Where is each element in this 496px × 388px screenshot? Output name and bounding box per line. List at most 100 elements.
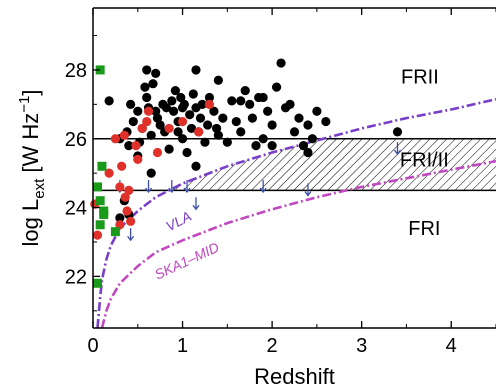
red-circle-point [137, 123, 147, 134]
y-axis-title-bracket: ] [18, 90, 43, 96]
black-circle-point [312, 106, 322, 116]
black-circle-point [303, 120, 313, 130]
arrow-head [127, 235, 135, 242]
black-circle-point [151, 106, 161, 116]
black-circle-point [146, 130, 156, 140]
x-tick-label: 0 [87, 335, 98, 357]
black-circle-point [128, 116, 138, 127]
red-circle-point [115, 182, 125, 192]
black-circle-point [303, 147, 313, 158]
black-circle-point [146, 168, 156, 178]
arrow-head [183, 187, 191, 194]
black-circle-point [182, 147, 192, 158]
black-circle-point [148, 79, 158, 89]
black-circle-point [161, 103, 172, 113]
black-circle-point [126, 99, 136, 109]
black-circle-point [267, 120, 277, 130]
x-axis-title: Redshift [254, 364, 335, 388]
region-labels: FRII FRI/II FRI [400, 67, 449, 240]
green-square-point [95, 220, 105, 230]
black-circle-point [245, 99, 255, 109]
red-circle-point [177, 116, 188, 127]
black-circle-point [191, 161, 201, 171]
black-circle-point [251, 141, 261, 151]
black-circle-point [170, 85, 180, 96]
upper-limit-arrow [393, 142, 402, 156]
region-label-fri: FRI [408, 218, 440, 240]
green-square-point [110, 227, 120, 237]
black-circle-point [188, 89, 198, 99]
y-axis-title-main: log L [18, 199, 43, 247]
arrow-head [259, 187, 267, 194]
curve-labels: VLA SKA1–MID [152, 208, 222, 283]
red-circle-point [110, 134, 120, 144]
black-circle-point [142, 65, 152, 75]
black-circle-point [191, 65, 201, 75]
black-circle-point [218, 113, 228, 123]
red-circle-point [131, 141, 141, 151]
black-circle-point [240, 85, 250, 96]
black-circle-point [392, 127, 403, 137]
black-circle-point [164, 144, 174, 154]
green-square-point [99, 206, 109, 216]
y-tick-label: 24 [65, 198, 87, 220]
green-square-point [92, 278, 102, 288]
x-tick-label: 4 [446, 335, 457, 357]
y-axis-title-subscript: ext [31, 178, 48, 199]
green-square-point [95, 196, 105, 206]
green-square-point [97, 161, 107, 171]
red-circle-point [104, 168, 114, 178]
black-circle-point [155, 120, 165, 130]
vla-curve [96, 97, 496, 328]
black-circle-point [298, 141, 309, 151]
black-circle-point [167, 96, 177, 106]
y-tick-label: 28 [65, 60, 87, 82]
black-circle-point [186, 123, 197, 134]
green-square-point [95, 65, 105, 75]
black-circle-point [258, 92, 268, 103]
red-circle-point [133, 154, 143, 164]
ska1-mid-curve-label: SKA1–MID [152, 239, 222, 283]
black-circle-point [263, 106, 273, 116]
sensitivity-curves [96, 97, 496, 328]
black-circle-point [231, 116, 241, 127]
black-circle-point [236, 127, 246, 137]
y-tick-label: 26 [65, 129, 87, 151]
black-circle-point [271, 82, 282, 92]
black-circle-point [236, 96, 246, 106]
red-circle-point [142, 116, 152, 127]
red-circle-point [120, 192, 130, 202]
black-circle-point [321, 116, 331, 127]
y-axis-title: log Lext [W Hz−1] [16, 90, 48, 247]
black-circle-point [213, 75, 223, 85]
black-circle-point [203, 120, 213, 130]
arrow-head [168, 187, 176, 194]
ska1-mid-curve [100, 159, 496, 328]
green-square-point [92, 182, 102, 192]
red-circle-point [152, 147, 163, 158]
black-circle-point [177, 103, 188, 113]
black-circle-point [140, 82, 150, 92]
region-label-frii: FRII [401, 67, 439, 89]
black-circle-point [294, 113, 304, 123]
arrow-head [192, 204, 200, 211]
axes: 0 1 2 3 4 22 24 26 28 [65, 7, 496, 357]
red-circle-point [122, 206, 132, 216]
black-circle-point [169, 106, 179, 116]
red-circle-point [194, 127, 204, 137]
black-circle-point [227, 96, 237, 106]
x-tick-label: 3 [356, 335, 367, 357]
red-circle-point [143, 106, 154, 116]
y-axis-title-exponent: −1 [16, 96, 33, 113]
black-circle-point [104, 96, 114, 106]
black-circle-point [185, 110, 195, 120]
x-tick-label: 2 [267, 335, 278, 357]
upper-limit-arrow [145, 180, 153, 194]
black-circle-point [285, 99, 295, 109]
black-circle-point [211, 123, 222, 134]
black-circle-point [213, 130, 223, 140]
black-circle-point [276, 58, 286, 68]
upper-limit-arrow [183, 180, 191, 194]
arrow-head [145, 187, 153, 194]
